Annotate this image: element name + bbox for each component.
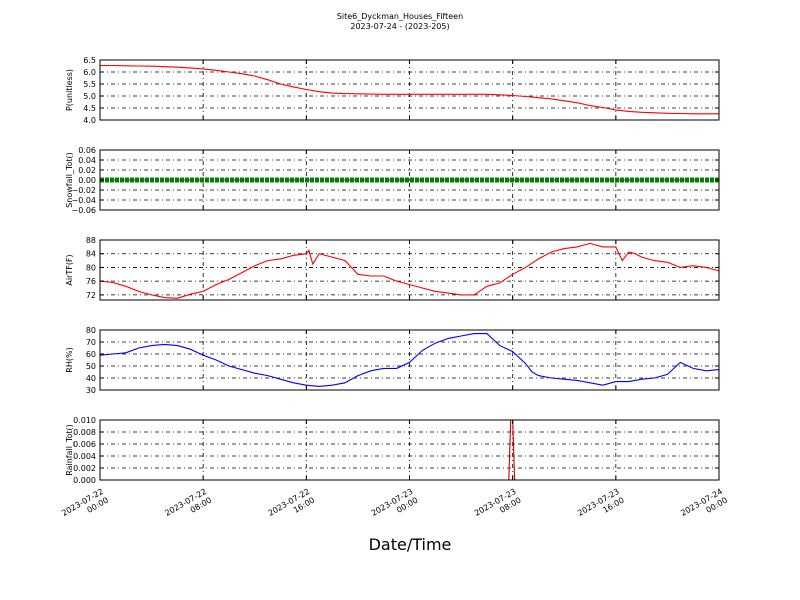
y-tick-label: 0.010 [73,416,96,425]
chart-title: Site6_Dyckman_Houses_Fifteen [337,12,463,21]
y-tick-label: −0.06 [71,206,96,215]
y-tick-label: 4.0 [83,116,96,125]
y-tick-label: 50 [86,362,96,371]
y-tick-label: 0.06 [78,146,96,155]
y-tick-label: 0.00 [78,176,96,185]
y-tick-label: 0.008 [73,428,96,437]
y-tick-label: −0.04 [71,196,96,205]
panel-2: −0.06−0.04−0.020.000.020.040.06 Snowfall_… [65,146,720,215]
series-line [100,64,719,115]
y-tick-label: 0.04 [78,156,96,165]
series-line [99,242,720,299]
y-tick-label: 60 [86,350,96,359]
y-axis-label: AirTF(F) [65,254,74,285]
y-tick-label: 0.000 [73,476,96,485]
y-axis-label: Rainfall_Tot() [65,424,74,476]
y-tick-label: 80 [86,326,96,335]
chart-subtitle: 2023-07-24 - (2023-205) [350,22,449,31]
y-tick-label: 40 [86,374,96,383]
y-axis-label: P(unitless) [65,69,74,111]
y-tick-label: 5.5 [83,80,96,89]
y-tick-label: 84 [86,250,96,259]
panel-1: 4.0 4.5 5.0 5.5 6.0 6.5 P(unitless) [65,56,720,125]
y-tick-label: 30 [86,386,96,395]
y-axis-label: Snowfall_Tot() [65,152,74,208]
y-tick-label: 4.5 [83,104,96,113]
y-tick-label: 6.5 [83,56,96,65]
panel-5: 0.000 0.002 0.004 0.006 0.008 0.010Rainfall_T… [65,416,720,485]
y-tick-label: 0.004 [73,452,96,461]
x-axis-label: Date/Time [369,535,452,554]
y-tick-label: 5.0 [83,92,96,101]
panel-4: 30 40 50 60 70 80 RH(%) [65,326,720,395]
y-tick-label: 0.02 [78,166,96,175]
y-tick-label: 88 [86,236,96,245]
y-tick-label: 0.002 [73,464,96,473]
y-axis-label: RH(%) [65,347,74,372]
series-line [99,333,720,387]
y-tick-label: 80 [86,263,96,272]
y-tick-label: −0.02 [71,186,96,195]
y-tick-label: 6.0 [83,68,96,77]
panel-3: 72 76 80 84 88 AirTF(F) [65,236,720,301]
panels: 4.0 4.5 5.0 5.5 6.0 6.5 P(unitless) −0.06−0.04−… [60,56,729,518]
y-tick-label: 76 [86,277,96,286]
y-tick-label: 0.006 [73,440,96,449]
y-tick-label: 70 [86,338,96,347]
y-tick-label: 72 [86,291,96,300]
